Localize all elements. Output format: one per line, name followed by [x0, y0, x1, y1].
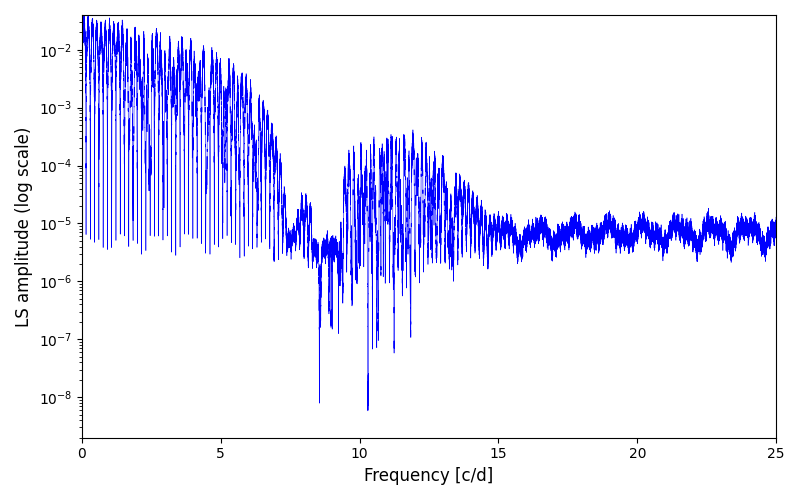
Y-axis label: LS amplitude (log scale): LS amplitude (log scale)	[15, 126, 33, 326]
X-axis label: Frequency [c/d]: Frequency [c/d]	[364, 467, 494, 485]
